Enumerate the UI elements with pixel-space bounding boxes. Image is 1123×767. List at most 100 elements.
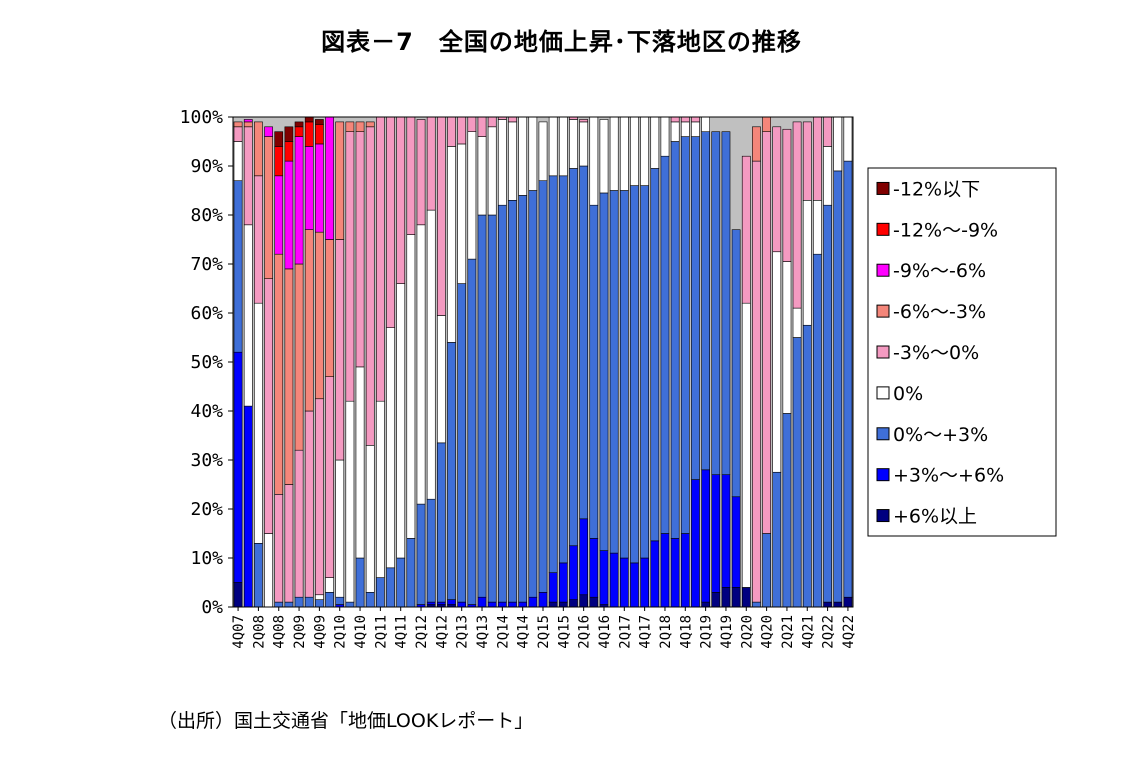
bar-segment-2Q09-s7 (294, 126, 304, 137)
bar-segment-4Q11-s3 (396, 283, 406, 559)
bar-segment-4Q10-s2 (355, 557, 365, 608)
bar-segment-1Q19-s2 (691, 136, 700, 480)
bar-segment-4Q15-s3 (558, 116, 568, 177)
bar-segment-1Q16-s1 (569, 545, 578, 600)
y-axis: 0% 10% 20% 30% 40% 50% 60% 70% 80% 90% 100% (180, 107, 233, 618)
legend-swatch (876, 509, 890, 523)
legend-swatch (876, 386, 890, 400)
bar-segment-2Q16-s2 (579, 165, 589, 520)
bar-segment-4Q11-s2 (396, 557, 406, 608)
bar-segment-4Q11-s4 (396, 116, 406, 284)
bar-segment-4Q19-s1 (721, 474, 731, 588)
bar-segment-1Q17-s3 (609, 116, 619, 191)
bar-segment-4Q17-s2 (640, 185, 650, 559)
x-tick-label: 2Q21 (780, 615, 796, 649)
bar-segment-3Q19-s0 (711, 591, 721, 608)
bar-segment-1Q10-s4 (325, 376, 334, 578)
bar-segment-2Q20-s4 (741, 155, 751, 304)
y-tick-label: 80% (190, 205, 223, 226)
bar-segment-4Q09-s4 (315, 398, 324, 596)
legend-swatch (876, 345, 890, 359)
legend-label: -12%～-9% (893, 219, 998, 241)
bar-segment-4Q09-s2 (315, 599, 324, 608)
bar-segment-2Q12-s4 (416, 119, 426, 226)
bar-segment-3Q20-s4 (752, 160, 761, 603)
bar-segment-3Q11-s4 (386, 116, 395, 328)
bar-segment-4Q07-s3 (233, 141, 243, 182)
bar-segment-1Q09-s5 (284, 268, 294, 485)
bar-segment-1Q21-s3 (772, 251, 782, 473)
bar-segment-1Q11-s2 (365, 591, 375, 608)
bar-segment-4Q20-s4 (762, 131, 771, 534)
bar-segment-3Q13-s2 (467, 258, 477, 605)
bar-segment-1Q14-s3 (487, 126, 497, 216)
bar-segment-4Q15-s1 (558, 562, 568, 603)
bar-segment-1Q20-s2 (731, 229, 741, 498)
bar-segment-3Q13-s4 (467, 116, 477, 132)
bar-segment-3Q10-s2 (345, 601, 355, 608)
bar-segment-4Q18-s2 (680, 136, 690, 534)
y-tick-label: 20% (190, 499, 223, 520)
bar-segment-4Q08-s5 (274, 253, 284, 495)
bar-segment-1Q11-s5 (365, 121, 375, 128)
source-note: （出所）国土交通省「地価LOOKレポート」 (158, 710, 534, 732)
bar-segment-1Q16-s0 (569, 599, 578, 608)
x-tick-label: 2Q10 (333, 615, 349, 649)
bar-segment-1Q12-s3 (406, 234, 416, 539)
bar-segment-4Q17-s1 (640, 557, 650, 608)
bar-segment-2Q14-s2 (497, 204, 507, 603)
bar-segment-2Q13-s1 (457, 601, 467, 608)
legend-label: 0%～+3% (893, 424, 988, 446)
x-tick-label: 2Q18 (658, 615, 674, 649)
bar-segment-1Q09-s2 (284, 601, 294, 608)
x-axis: 4Q07 2Q08 4Q08 2Q09 4Q09 2Q10 4Q10 2Q11 4Q11 2Q12… (231, 607, 857, 649)
bar-segment-4Q16-s1 (599, 550, 609, 605)
bar-segment-4Q09-s6 (315, 143, 324, 233)
x-tick-label: 4Q07 (231, 615, 247, 649)
bar-segment-2Q18-s1 (660, 533, 670, 608)
bar-segment-4Q14-s3 (518, 116, 528, 196)
bar-segment-1Q19-s3 (691, 121, 700, 137)
bar-segment-1Q10-s5 (325, 239, 334, 377)
legend: -12%以下 -12%～-9% -9%～-6% -6%～-3% -3%～0% 0% 0%～+… (867, 167, 1057, 537)
bar-segment-4Q09-s5 (315, 231, 324, 400)
bar-segment-4Q12-s3 (436, 315, 446, 444)
bar-segment-2Q16-s1 (579, 518, 589, 596)
bar-segment-2Q17-s3 (619, 116, 629, 191)
x-tick-label: 4Q21 (800, 615, 816, 649)
legend-label: 0% (893, 383, 923, 405)
bar-segment-2Q19-s1 (701, 469, 710, 603)
bar-segment-1Q16-s3 (569, 119, 578, 169)
bar-segment-3Q16-s0 (589, 596, 599, 608)
bar-segment-2Q15-s3 (538, 121, 548, 182)
bar-segment-4Q18-s3 (680, 121, 690, 137)
x-tick-label: 2Q15 (536, 615, 552, 649)
bar-segment-1Q17-s2 (609, 190, 619, 554)
bar-segment-2Q11-s3 (376, 400, 385, 578)
bar-segment-2Q09-s8 (294, 121, 304, 128)
bar-segment-2Q17-s1 (619, 557, 629, 608)
bar-segment-2Q22-s2 (823, 204, 832, 603)
y-tick-label: 10% (190, 548, 223, 569)
bar-segment-1Q09-s6 (284, 160, 294, 270)
legend-swatch (876, 222, 890, 236)
x-tick-label: 4Q12 (434, 615, 450, 649)
bar-segment-3Q16-s2 (589, 204, 599, 539)
x-tick-label: 2Q13 (455, 615, 471, 649)
bar-segment-1Q15-s3 (528, 116, 538, 191)
bar-segment-3Q14-s2 (508, 200, 517, 603)
bar-segment-1Q21-s4 (772, 126, 782, 253)
x-tick-label: 4Q17 (638, 615, 654, 649)
bar-segment-3Q21-s2 (792, 337, 802, 608)
bar-segment-1Q22-s3 (813, 200, 822, 255)
bar-segment-3Q12-s1 (426, 601, 436, 605)
bar-segment-2Q09-s2 (294, 596, 304, 608)
bar-segment-4Q07-s1 (233, 351, 243, 583)
bar-segment-1Q12-s2 (406, 538, 416, 608)
x-tick-label: 2Q17 (617, 615, 633, 649)
bar-segment-2Q12-s2 (416, 503, 426, 605)
x-tick-label: 2Q08 (251, 615, 267, 649)
bar-segment-2Q21-s4 (782, 128, 792, 262)
x-tick-label: 4Q10 (353, 615, 369, 649)
bar-segment-3Q09-s7 (304, 121, 314, 147)
